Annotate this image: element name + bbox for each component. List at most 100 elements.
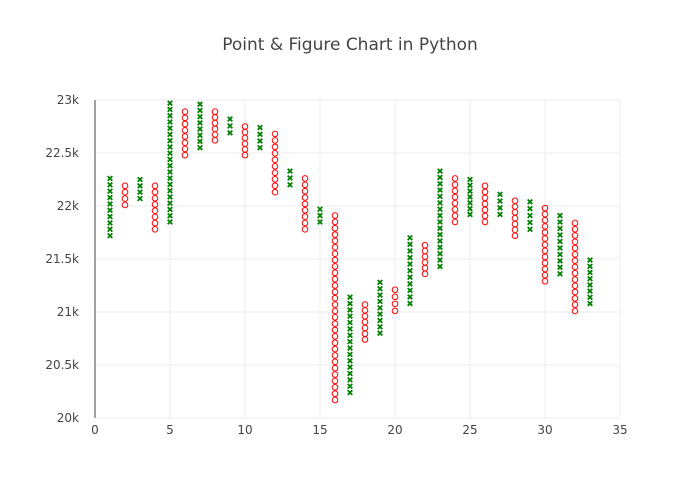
x-mark	[347, 338, 353, 345]
x-mark	[167, 162, 173, 169]
x-mark	[527, 226, 533, 233]
column-28-o	[511, 197, 519, 239]
x-mark	[437, 244, 443, 251]
x-mark	[197, 107, 203, 114]
o-mark	[151, 226, 159, 233]
x-mark	[437, 225, 443, 232]
x-mark	[107, 188, 113, 195]
x-mark-stroke	[377, 304, 383, 311]
x-mark-stroke	[407, 294, 413, 300]
o-mark	[151, 188, 159, 196]
x-mark-stroke	[437, 212, 443, 219]
x-mark	[107, 232, 113, 239]
o-mark	[181, 114, 189, 122]
o-mark	[421, 241, 429, 249]
o-mark	[331, 294, 339, 302]
x-mark-stroke	[437, 199, 443, 206]
x-mark-stroke	[347, 306, 353, 313]
x-mark	[347, 300, 353, 307]
x-mark-stroke	[167, 106, 173, 113]
y-tick-label: 21.5k	[45, 252, 79, 266]
x-mark	[167, 156, 173, 163]
o-mark	[301, 200, 309, 208]
x-mark-stroke	[407, 248, 413, 254]
column-13-x	[287, 168, 293, 188]
x-mark-stroke	[407, 274, 413, 281]
x-mark	[167, 118, 173, 125]
x-mark-stroke	[107, 175, 113, 182]
x-mark-stroke	[197, 119, 203, 126]
o-mark	[511, 232, 519, 239]
x-mark	[167, 175, 173, 182]
y-tick-label: 22k	[57, 199, 79, 213]
o-mark	[121, 182, 129, 190]
x-mark-stroke	[377, 292, 383, 298]
x-mark	[167, 112, 173, 119]
x-mark-stroke	[437, 238, 443, 244]
o-mark	[241, 123, 249, 130]
o-mark	[331, 358, 339, 366]
x-mark	[317, 218, 323, 225]
x-mark-stroke	[167, 187, 173, 194]
o-mark	[451, 218, 459, 226]
x-mark-stroke	[557, 225, 563, 232]
column-31-x	[557, 212, 563, 277]
column-25-x	[467, 176, 473, 218]
x-mark	[347, 376, 353, 383]
x-mark	[107, 200, 113, 207]
x-mark	[377, 285, 383, 292]
x-mark	[167, 187, 173, 194]
x-mark-stroke	[167, 112, 173, 119]
o-mark	[151, 201, 159, 208]
x-mark	[197, 113, 203, 120]
x-mark	[467, 182, 473, 189]
x-mark	[527, 205, 533, 212]
x-mark-stroke	[437, 206, 443, 213]
o-mark	[421, 270, 429, 278]
o-mark	[151, 182, 159, 190]
x-tick-label: 15	[312, 423, 327, 437]
o-mark	[331, 263, 339, 270]
x-mark-stroke	[257, 144, 263, 151]
x-mark-stroke	[287, 168, 293, 174]
o-mark	[451, 187, 459, 195]
x-mark	[167, 100, 173, 107]
x-mark	[407, 261, 413, 268]
x-mark	[587, 294, 593, 301]
x-mark-stroke	[347, 376, 353, 383]
column-3-x	[137, 176, 143, 202]
o-mark	[571, 238, 579, 246]
o-mark	[331, 212, 339, 219]
x-mark-stroke	[587, 300, 593, 307]
x-mark	[107, 181, 113, 188]
x-mark-stroke	[107, 200, 113, 207]
o-mark	[361, 324, 369, 332]
o-mark	[451, 175, 459, 182]
x-mark-stroke	[167, 143, 173, 150]
x-mark	[407, 274, 413, 281]
column-26-o	[481, 182, 489, 226]
x-mark	[287, 181, 293, 188]
x-mark	[557, 219, 563, 225]
x-mark	[197, 119, 203, 126]
o-mark	[121, 195, 129, 202]
x-mark	[377, 279, 383, 286]
x-mark-stroke	[407, 280, 413, 287]
o-mark	[331, 377, 339, 385]
o-mark	[331, 320, 339, 327]
o-mark	[121, 188, 129, 196]
x-mark	[437, 174, 443, 181]
x-mark-stroke	[377, 279, 383, 286]
o-mark	[331, 364, 339, 372]
o-mark	[181, 145, 189, 153]
x-mark	[137, 189, 143, 196]
column-7-x	[197, 101, 203, 151]
x-mark-stroke	[587, 257, 593, 263]
x-mark-stroke	[107, 188, 113, 195]
x-mark	[167, 218, 173, 225]
x-mark-stroke	[347, 370, 353, 377]
o-mark	[391, 300, 399, 308]
x-mark-stroke	[167, 131, 173, 138]
x-mark	[287, 174, 293, 181]
o-mark	[271, 137, 279, 144]
